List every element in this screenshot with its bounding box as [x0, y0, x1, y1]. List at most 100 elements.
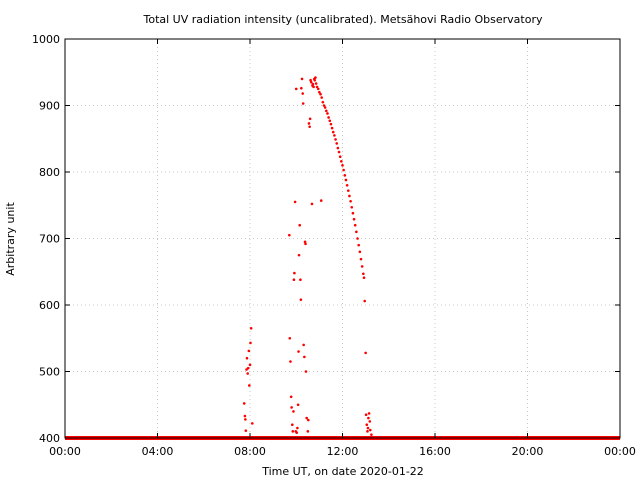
data-point: [289, 395, 293, 399]
data-point: [312, 85, 315, 89]
data-point: [294, 87, 298, 91]
data-point: [296, 426, 299, 430]
data-point: [355, 230, 358, 234]
data-point: [314, 76, 317, 79]
data-point: [313, 78, 317, 82]
y-axis-label: Arbitrary unit: [4, 202, 17, 276]
data-point: [343, 174, 347, 177]
data-point: [295, 431, 299, 434]
x-axis-label: Time UT, on date 2020-01-22: [261, 465, 424, 478]
tick-labels-layer: 00:00 04:00 08:00 12:00 16:00 20:00 00:0040050…: [32, 33, 636, 458]
data-point: [309, 78, 312, 82]
data-point: [319, 199, 323, 202]
data-point: [352, 217, 356, 221]
data-point: [249, 341, 252, 345]
data-point: [293, 200, 297, 204]
data-point: [303, 240, 307, 244]
data-point: [335, 142, 339, 145]
data-point: [318, 90, 321, 94]
data-point: [300, 77, 304, 81]
data-point: [365, 423, 369, 427]
data-point: [300, 86, 303, 90]
data-point: [297, 350, 300, 353]
data-point: [243, 414, 247, 418]
data-point: [366, 430, 369, 433]
data-point: [304, 242, 307, 246]
y-tick-label: 400: [39, 432, 60, 445]
data-point: [366, 426, 370, 430]
data-point: [321, 100, 325, 104]
data-point: [306, 418, 310, 422]
data-points-layer: [242, 76, 373, 436]
data-point: [368, 420, 372, 423]
ticks-layer: [64, 38, 621, 439]
data-point: [299, 298, 303, 301]
data-point: [362, 272, 365, 276]
data-point: [244, 429, 248, 432]
data-point: [297, 253, 301, 257]
data-point: [329, 122, 333, 126]
y-tick-label: 600: [39, 299, 60, 312]
data-point: [305, 416, 308, 420]
x-tick-label: 04:00: [142, 445, 174, 458]
data-point: [367, 416, 370, 420]
data-point: [358, 250, 362, 254]
data-point: [308, 125, 311, 129]
data-point: [303, 355, 306, 359]
data-point: [316, 87, 320, 91]
data-point: [246, 366, 250, 370]
data-point: [319, 92, 322, 96]
data-point: [349, 199, 352, 203]
data-point: [306, 430, 310, 433]
data-point: [298, 223, 302, 227]
data-point: [292, 278, 296, 282]
data-point: [301, 92, 305, 95]
data-point: [247, 349, 251, 353]
data-point: [336, 146, 340, 150]
y-tick-label: 500: [39, 366, 60, 379]
y-tick-label: 1000: [32, 33, 60, 46]
data-point: [246, 372, 249, 375]
data-point: [367, 412, 371, 415]
chart-title: Total UV radiation intensity (uncalibrat…: [143, 13, 543, 26]
data-point: [290, 406, 293, 409]
data-point: [364, 413, 368, 417]
data-point: [301, 102, 305, 105]
data-point: [296, 403, 300, 407]
data-point: [351, 211, 355, 215]
data-point: [326, 112, 329, 115]
data-point: [309, 80, 313, 84]
data-point: [327, 116, 330, 119]
data-point: [289, 360, 292, 363]
data-point: [334, 138, 337, 141]
data-point: [299, 278, 302, 282]
data-point: [307, 122, 311, 125]
data-point: [291, 430, 295, 433]
data-point: [245, 356, 249, 360]
data-point: [342, 168, 345, 172]
data-point: [328, 119, 332, 123]
data-point: [368, 428, 372, 432]
data-point: [315, 85, 319, 89]
data-point: [310, 202, 314, 206]
data-point: [251, 422, 254, 425]
data-point: [363, 299, 367, 303]
x-tick-label: 08:00: [234, 445, 266, 458]
data-point: [320, 96, 323, 99]
data-point: [331, 130, 335, 134]
data-point: [314, 82, 318, 85]
data-point: [353, 223, 357, 227]
x-tick-label: 20:00: [512, 445, 544, 458]
data-point: [323, 106, 327, 109]
data-point: [311, 82, 315, 86]
data-point: [337, 150, 341, 154]
data-point: [359, 257, 363, 261]
data-point: [360, 265, 364, 268]
data-point: [340, 160, 343, 163]
x-tick-label: 16:00: [419, 445, 451, 458]
y-tick-label: 800: [39, 166, 60, 179]
y-tick-label: 900: [39, 100, 60, 113]
data-point: [356, 237, 359, 240]
